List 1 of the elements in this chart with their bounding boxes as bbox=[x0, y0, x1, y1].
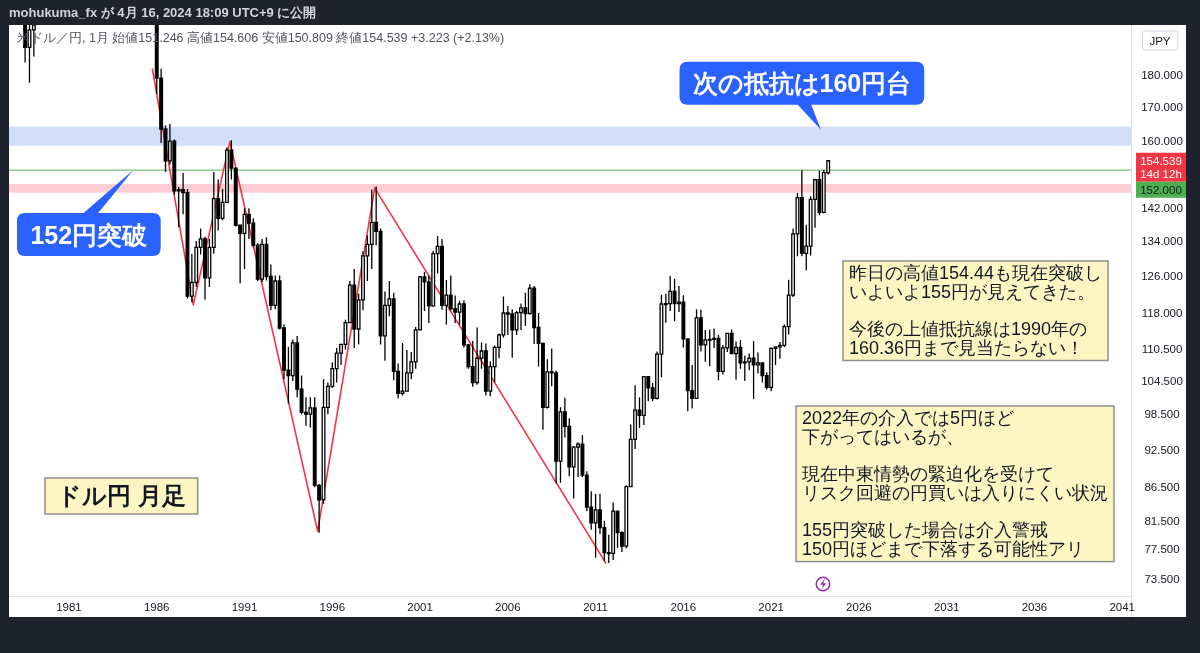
ylabel: JPY bbox=[1149, 35, 1171, 47]
